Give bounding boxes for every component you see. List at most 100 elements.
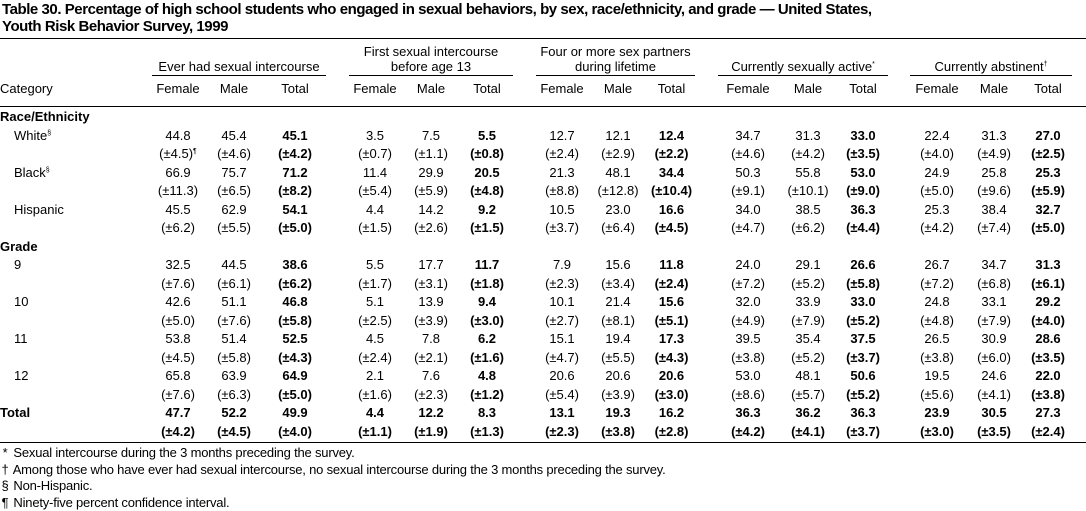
value-cell: 25.8 [981, 164, 1007, 180]
footnote-mark: § [45, 166, 50, 174]
ci-cell: (±3.9) [601, 386, 635, 402]
ci-cell: (±1.2) [470, 386, 504, 402]
value-cell: 36.3 [850, 405, 876, 420]
spacer [517, 330, 532, 349]
ci-cell: (±1.7) [358, 275, 392, 291]
column-header-female: Female [726, 81, 770, 96]
value-cell: 31.3 [1035, 257, 1061, 272]
column-header-total: Total [657, 81, 686, 96]
spacer [892, 219, 906, 238]
value-cell: 15.6 [605, 257, 631, 272]
spacer [892, 293, 906, 312]
group-label: First sexual intercourse before age 13 [349, 44, 513, 76]
value-cell: 14.2 [418, 201, 444, 217]
ci-cell: (±4.2) [791, 146, 825, 161]
row-label: Total [0, 405, 31, 420]
value-cell: 34.7 [981, 257, 1007, 272]
spacer [517, 219, 532, 238]
value-cell: 26.5 [924, 331, 950, 346]
ci-cell: (±9.6) [977, 183, 1011, 198]
ci-cell: (±2.6) [414, 220, 448, 235]
value-cell: 34.4 [658, 164, 685, 180]
ci-cell: (±4.7) [731, 220, 765, 235]
value-cell: 26.6 [850, 257, 876, 272]
ci-cell: (±3.7) [846, 349, 880, 365]
spacer [330, 293, 345, 312]
value-cell: 32.7 [1035, 201, 1061, 217]
ci-cell: (±5.8) [278, 312, 312, 328]
ci-cell: (±3.7) [545, 220, 579, 235]
value-cell: 31.3 [795, 127, 821, 143]
spacer [330, 423, 345, 442]
value-cell: 9.4 [477, 294, 497, 309]
spacer [699, 349, 714, 368]
value-cell: 17.3 [658, 331, 685, 346]
title-line-2: Youth Risk Behavior Survey, 1999 [2, 18, 228, 35]
ci-cell: (±10.4) [650, 183, 693, 198]
value-cell: 13.9 [418, 294, 444, 309]
value-cell: 3.5 [365, 127, 385, 143]
value-cell: 48.1 [795, 368, 821, 383]
table-row-ci: (±11.3) (±6.5) (±8.2) (±5.4) (±5.9) (±4.8) (±8… [0, 182, 1076, 201]
ci-cell: (±4.6) [731, 146, 765, 161]
ci-cell: (±5.2) [846, 386, 880, 402]
ci-cell: (±2.1) [414, 349, 448, 365]
spacer [517, 386, 532, 405]
footnote-symbol: § [1, 478, 9, 494]
group-label: Currently sexually active* [718, 59, 888, 76]
spacer [892, 312, 906, 331]
ci-cell: (±2.7) [545, 312, 579, 328]
footnote-text: Sexual intercourse during the 3 months p… [10, 445, 355, 460]
value-cell: 20.6 [605, 368, 631, 383]
spacer [892, 127, 906, 146]
ci-cell: (±10.1) [787, 183, 829, 198]
table-row: Hispanic 45.5 62.9 54.1 4.4 14.2 9.2 10.5 23.0 16… [0, 201, 1076, 220]
spacer [699, 275, 714, 294]
table-title: Table 30. Percentage of high school stud… [2, 1, 872, 35]
spacer [699, 219, 714, 238]
spacer [517, 275, 532, 294]
value-cell: 44.5 [221, 257, 247, 272]
footnote-symbol: * [2, 445, 8, 460]
spacer [892, 330, 906, 349]
spacer [330, 201, 345, 220]
value-cell: 4.4 [365, 201, 385, 217]
value-cell: 27.0 [1035, 127, 1061, 143]
spacer [330, 127, 345, 146]
ci-cell: (±2.5) [1031, 146, 1065, 161]
ci-cell: (±4.8) [470, 183, 504, 198]
value-cell: 71.2 [282, 164, 308, 180]
value-cell: 45.5 [165, 201, 191, 217]
row-label: Hispanic [14, 201, 64, 217]
ci-cell: (±7.6) [217, 312, 251, 328]
value-cell: 51.1 [221, 294, 247, 309]
ci-cell: (±3.8) [601, 423, 635, 439]
value-cell: 21.4 [605, 294, 631, 309]
value-cell: 52.5 [282, 331, 308, 346]
ci-cell: (±0.7) [358, 146, 392, 161]
ci-cell: (±3.0) [470, 312, 504, 328]
value-cell: 33.1 [981, 294, 1007, 309]
value-cell: 50.3 [735, 164, 761, 180]
ci-cell: (±5.2) [791, 275, 825, 291]
table-row: 11 53.8 51.4 52.5 4.5 7.8 6.2 15.1 19.4 17.3 39.5 3… [0, 330, 1076, 349]
footnotes: * Sexual intercourse during the 3 months… [0, 445, 665, 511]
value-cell: 5.5 [477, 127, 497, 143]
ci-cell: (±4.1) [977, 386, 1011, 402]
row-label: 9 [14, 257, 22, 272]
value-cell: 23.9 [924, 405, 950, 420]
value-cell: 29.2 [1035, 294, 1061, 309]
value-cell: 4.4 [365, 405, 385, 420]
value-cell: 55.8 [795, 164, 821, 180]
spacer [517, 404, 532, 423]
bottom-rule [0, 442, 1086, 443]
value-cell: 16.2 [658, 405, 685, 420]
value-cell: 38.5 [795, 201, 821, 217]
value-cell: 12.4 [658, 127, 685, 143]
ci-cell: (±5.8) [217, 349, 251, 365]
ci-cell: (±6.2) [791, 220, 825, 235]
column-header-row: Category Female Male Total Female Male Total Fe… [0, 78, 1076, 100]
value-cell: 33.0 [850, 127, 876, 143]
row-label-empty [0, 312, 148, 331]
ci-cell: (±5.2) [791, 349, 825, 365]
